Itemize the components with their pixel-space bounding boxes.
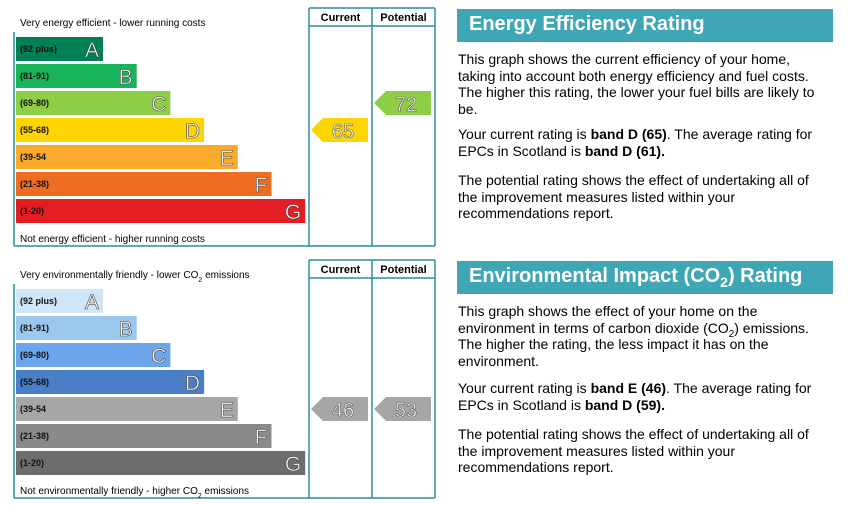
text-run: Energy Efficiency Rating xyxy=(469,13,705,35)
rating-arrow xyxy=(374,91,431,115)
rating-graphs: Current Potential Very energy efficient - … xyxy=(13,7,436,500)
text-run: ) emissions. The higher the rating, the … xyxy=(458,319,809,369)
rating-value: 46 xyxy=(332,400,354,422)
band-letter: D xyxy=(185,120,200,143)
paragraph: The potential rating shows the effect of… xyxy=(458,426,830,476)
note: Very energy efficient - lower running co… xyxy=(20,18,205,29)
band-bar xyxy=(16,37,103,61)
band-range: (55-68) xyxy=(20,125,49,135)
band-letter: F xyxy=(255,174,268,197)
band-range: (55-68) xyxy=(20,377,49,387)
text-run: . The average rating for EPCs in Scotlan… xyxy=(458,380,812,413)
band-letter: A xyxy=(85,39,99,62)
paragraph: This graph shows the effect of your home… xyxy=(458,303,830,369)
column-header: Current xyxy=(321,12,361,24)
band-letter: G xyxy=(285,201,301,224)
rating-value: 72 xyxy=(395,94,417,116)
band-bar xyxy=(16,199,306,223)
band-bar xyxy=(16,424,272,448)
column-header: Potential xyxy=(380,264,426,276)
rating-arrow xyxy=(311,397,368,421)
band-letter: C xyxy=(151,345,166,368)
band-range: (1-20) xyxy=(20,458,44,468)
text-run: 2 xyxy=(198,277,202,284)
band-letter: E xyxy=(220,399,234,422)
text-run: emissions xyxy=(202,270,249,281)
band-range: (92 plus) xyxy=(20,44,57,54)
text-run: emissions xyxy=(202,486,249,497)
band-range: (39-54 xyxy=(20,152,46,162)
band-range: (1-20) xyxy=(20,206,44,216)
note: Not energy efficient - higher running co… xyxy=(20,234,205,245)
text-run: Your current rating is xyxy=(458,126,591,142)
paragraph: Your current rating is band D (65). The … xyxy=(458,126,830,159)
text-run: band D (65) xyxy=(590,126,667,142)
text-run: 2 xyxy=(720,274,728,290)
text-run: band E (46) xyxy=(590,380,667,396)
band-bar xyxy=(16,343,171,367)
text-run: Not environmentally friendly - higher CO xyxy=(20,486,198,497)
text-run: . The average rating for EPCs in Scotlan… xyxy=(458,126,813,159)
band-bar xyxy=(16,172,272,196)
note: Very environmentally friendly - lower CO… xyxy=(20,270,250,284)
rating-arrow xyxy=(374,397,431,421)
rating-arrow xyxy=(311,118,368,142)
band-letter: G xyxy=(285,453,301,476)
text-run: 2 xyxy=(728,328,735,340)
paragraph: This graph shows the current efficiency … xyxy=(458,51,830,117)
section-title: Environmental Impact (CO2) Rating xyxy=(457,261,833,294)
band-bar xyxy=(16,289,103,313)
text-run: This graph shows the effect of your home… xyxy=(458,303,758,336)
text-run: This graph shows the current efficiency … xyxy=(458,51,815,117)
band-letter: B xyxy=(119,66,133,89)
band-range: (39-54 xyxy=(20,404,46,414)
text-run: 2 xyxy=(198,493,202,500)
band-range: (69-80) xyxy=(20,350,49,360)
section-title: Energy Efficiency Rating xyxy=(457,9,833,42)
band-range: (21-38) xyxy=(20,179,49,189)
band-letter: E xyxy=(220,147,234,170)
band-bar xyxy=(16,397,238,421)
band-range: (81-91) xyxy=(20,323,49,333)
band-bar xyxy=(16,145,238,169)
rating-value: 53 xyxy=(395,400,417,422)
band-letter: D xyxy=(185,372,200,395)
band-bar xyxy=(16,118,205,142)
text-run: Your current rating is xyxy=(458,380,591,396)
band-letter: B xyxy=(119,318,133,341)
band-bar xyxy=(16,451,306,475)
band-letter: C xyxy=(151,93,166,116)
band-bar xyxy=(16,370,205,394)
band-range: (92 plus) xyxy=(20,296,57,306)
text-run: Very energy efficient - lower running co… xyxy=(20,18,205,29)
text-run: The potential rating shows the effect of… xyxy=(458,172,809,221)
text-run: Not energy efficient - higher running co… xyxy=(20,234,205,245)
band-bar xyxy=(16,91,171,115)
paragraph: The potential rating shows the effect of… xyxy=(458,172,830,222)
text-run: band D (61). xyxy=(584,142,665,159)
band-range: (81-91) xyxy=(20,71,49,81)
column-header: Current xyxy=(321,264,361,276)
text-run: ) Rating xyxy=(727,265,803,287)
paragraph: Your current rating is band E (46). The … xyxy=(458,380,830,413)
band-letter: F xyxy=(255,426,268,449)
note: Not environmentally friendly - higher CO… xyxy=(20,486,249,500)
text-run: The potential rating shows the effect of… xyxy=(458,426,809,475)
text-run: Very environmentally friendly - lower CO xyxy=(20,270,199,281)
column-header: Potential xyxy=(380,12,426,24)
text-run: Environmental Impact (CO xyxy=(469,265,721,287)
band-bar xyxy=(16,64,137,88)
band-bar xyxy=(16,316,137,340)
band-range: (21-38) xyxy=(20,431,49,441)
band-letter: A xyxy=(85,291,99,314)
text-run: band D (59). xyxy=(584,396,665,413)
rating-value: 65 xyxy=(332,121,354,143)
band-range: (69-80) xyxy=(20,98,49,108)
